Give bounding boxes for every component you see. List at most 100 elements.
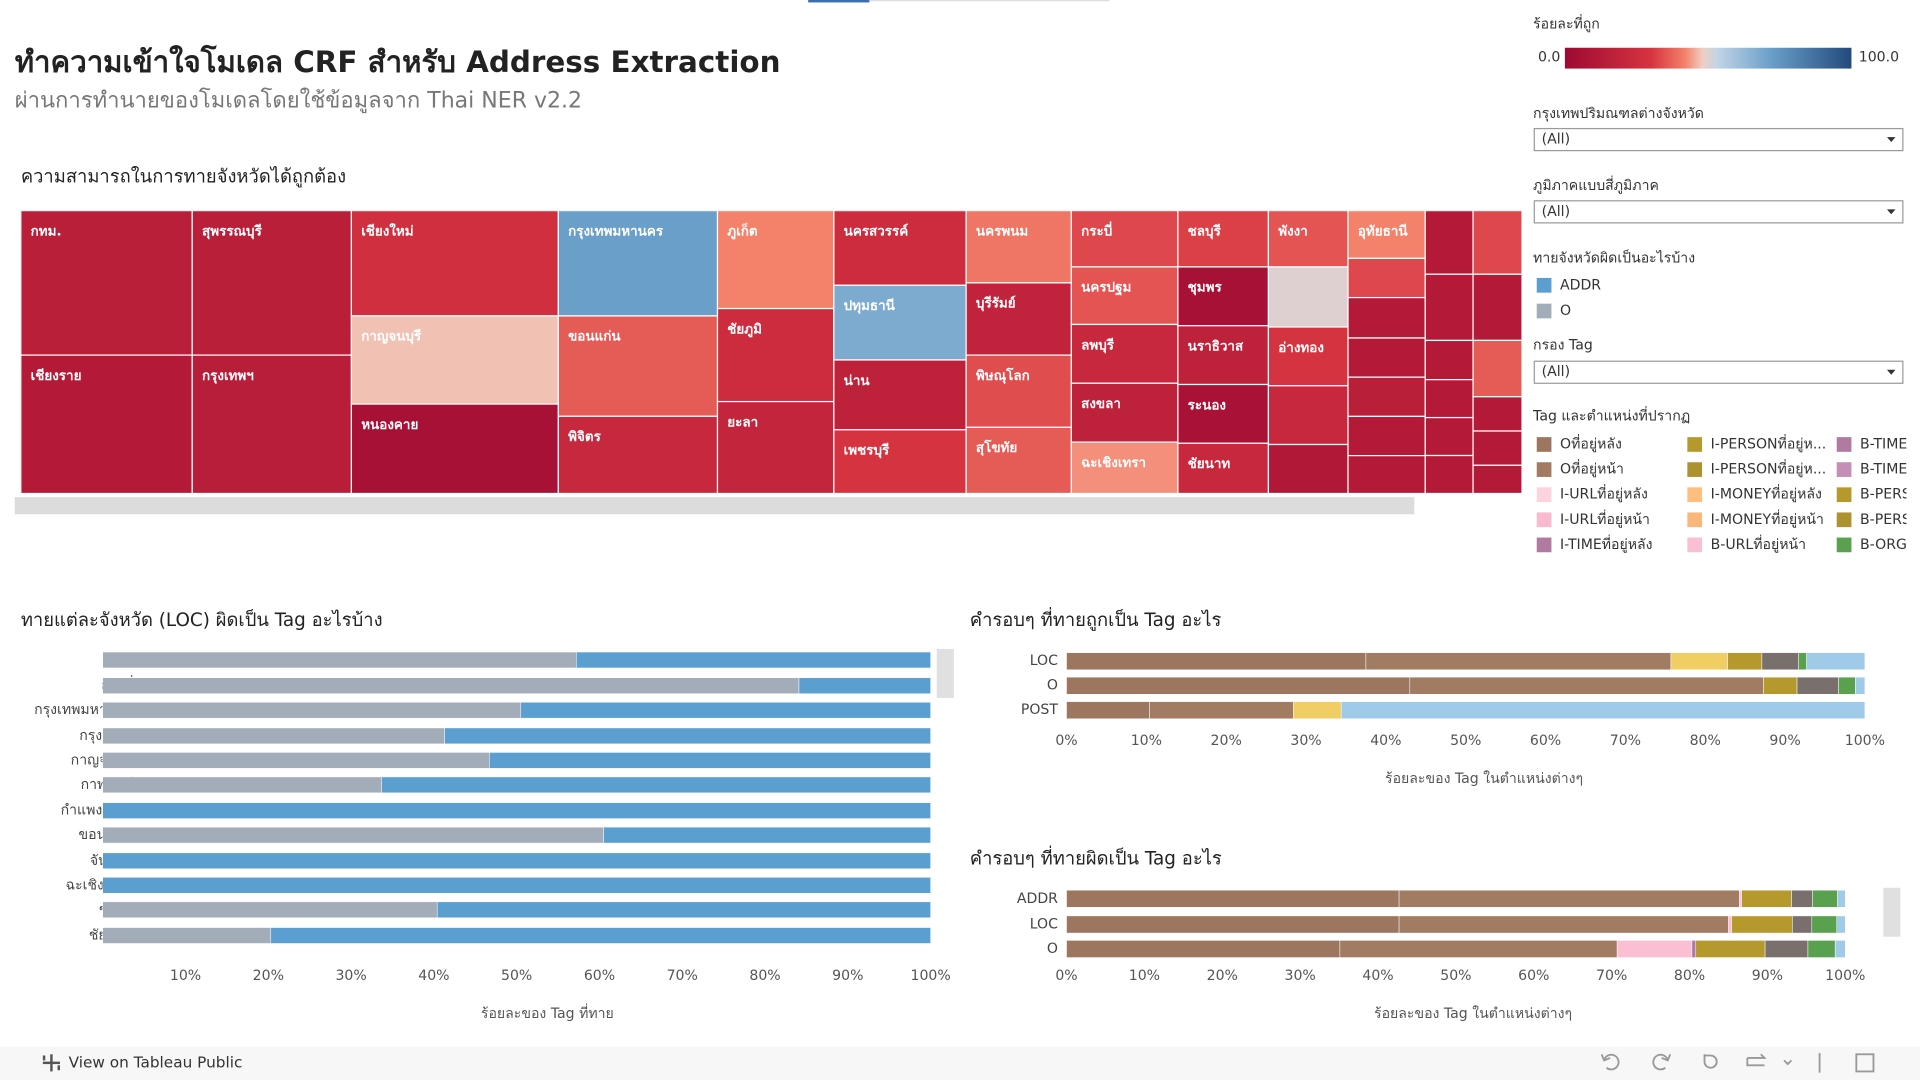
color-legend-bar [1564, 47, 1852, 69]
bar-segment [603, 826, 931, 844]
filter-dropdown[interactable] [1533, 200, 1904, 224]
treemap-label: ขอนแก่น [568, 329, 621, 345]
bar-segment [102, 802, 931, 819]
x-tick-label: 80% [1674, 968, 1705, 984]
legend-label: I-MONEYที่อยู่หลัง [1711, 484, 1822, 503]
x-tick-label: 90% [832, 968, 863, 984]
bar-segment [102, 852, 931, 870]
x-tick-label: 60% [1530, 733, 1561, 749]
x-tick-label: 30% [1285, 968, 1316, 984]
filter-label: ภูมิภาคแบบสี่ภูมิภาค [1533, 175, 1659, 194]
bar-chart: กทม.กระบี่กรุงเทพมหานครกรุงเทพฯกาญจนบุรี… [34, 651, 931, 944]
x-tick-label: 100% [910, 968, 950, 984]
filter-dropdown[interactable] [1533, 127, 1904, 152]
bar-segment [1066, 652, 1367, 671]
treemap-label: อุทัยธานี [1358, 223, 1409, 239]
treemap-label: พิษณุโลก [976, 366, 1030, 384]
bar-chart: ADDR LOC O [1017, 889, 1846, 958]
treemap-cell [1070, 323, 1179, 384]
tab-track [869, 0, 1110, 2]
treemap-cell [1472, 430, 1523, 466]
treemap-cell [1070, 382, 1179, 443]
bar-segment [102, 776, 382, 794]
bar-segment [102, 877, 931, 894]
bar-segment [489, 752, 931, 769]
treemap-cell [1424, 210, 1474, 275]
scrollbar[interactable] [14, 497, 1415, 515]
legend-label: B-PERS [1860, 487, 1911, 503]
treemap-label: ชลบุรี [1188, 223, 1222, 239]
bar-segment [1066, 676, 1411, 695]
bar-segment [1066, 701, 1150, 720]
treemap-label: นราธิวาส [1188, 339, 1244, 355]
bar-segment [102, 826, 604, 844]
treemap: กทม.เชียงรายสุพรรณบุรีกรุงเทพฯเชียงใหม่ก… [20, 210, 1523, 494]
legend-swatch [1536, 537, 1552, 553]
legend-label: Oที่อยู่หลัง [1560, 433, 1622, 452]
treemap-label: น่าน [844, 373, 871, 389]
treemap-label: กาญจนบุรี [361, 329, 422, 345]
x-tick-label: 100% [1825, 968, 1865, 984]
bar-segment [1796, 676, 1839, 695]
bar-segment [1695, 940, 1766, 958]
treemap-label: กทม. [31, 224, 62, 239]
legend-label: I-TIMEที่อยู่หลัง [1560, 534, 1653, 553]
treemap-label: ยะลา [727, 415, 758, 430]
x-axis-title: ร้อยละของ Tag ในตำแหน่งต่างๆ [1374, 1005, 1572, 1022]
treemap-label: ระนอง [1188, 398, 1226, 413]
treemap-label: ภูเก็ต [727, 221, 758, 239]
tableau-link[interactable]: View on Tableau Public [69, 1053, 243, 1071]
bar-segment [1806, 652, 1866, 671]
x-tick-label: 60% [584, 968, 615, 984]
x-tick-label: 40% [1370, 733, 1401, 749]
treemap-cell [1347, 415, 1426, 457]
bar-segment [102, 927, 272, 944]
treemap-title: ความสามารถในการทายจังหวัดได้ถูกต้อง [21, 166, 346, 188]
x-tick-label: 0% [1055, 968, 1077, 984]
bar-segment [1792, 915, 1813, 934]
y-tick-label: O [1047, 941, 1058, 957]
legend-swatch [1536, 277, 1552, 293]
treemap-label: ลพบุรี [1081, 337, 1115, 353]
bar-segment [1066, 889, 1400, 908]
y-tick-label: LOC [1030, 916, 1058, 932]
treemap-cell [350, 315, 559, 405]
bar-segment [1340, 701, 1866, 720]
treemap-cell [833, 210, 967, 286]
legend-swatch [1687, 537, 1703, 553]
bar-segment [1670, 652, 1728, 671]
x-tick-label: 10% [170, 968, 201, 984]
bar-segment [1339, 940, 1618, 958]
treemap-cell [1472, 273, 1523, 342]
legend-swatch [1687, 512, 1703, 528]
dropdown-arrow [1886, 369, 1896, 375]
legend-label: O [1560, 303, 1571, 319]
legend-swatch [1687, 437, 1703, 452]
scrollbar[interactable] [936, 648, 954, 698]
treemap-label: ชุมพร [1188, 281, 1223, 296]
legend-label: I-PERSONที่อยู่ห... [1711, 433, 1827, 452]
filter-value: (All) [1542, 204, 1570, 220]
treemap-cell [1177, 266, 1270, 327]
treemap-cell [1424, 416, 1474, 457]
bar-segment [1812, 889, 1838, 908]
legend-swatch [1687, 462, 1703, 477]
chart-title: คำรอบๆ ที่ทายถูกเป็น Tag อะไร [970, 607, 1222, 631]
y-tick-label: O [1047, 678, 1058, 694]
legend-label: I-URLที่อยู่หน้า [1560, 509, 1650, 528]
treemap-cell [1472, 210, 1523, 275]
x-tick-label: 50% [501, 968, 532, 984]
x-tick-label: 100% [1845, 733, 1885, 749]
bar-segment [381, 776, 931, 794]
chart-title: ทายแต่ละจังหวัด (LOC) ผิดเป็น Tag อะไรบ้… [21, 608, 383, 631]
legend-swatch [1836, 437, 1852, 452]
filter-dropdown[interactable] [1533, 360, 1904, 384]
legend-label: I-MONEYที่อยู่หน้า [1711, 509, 1824, 528]
scrollbar[interactable] [1883, 887, 1901, 937]
legend-label: B-PERS [1860, 512, 1911, 528]
toolbar-icons[interactable] [1600, 1053, 1875, 1073]
bar-segment [102, 727, 445, 745]
treemap-cell [1070, 441, 1179, 494]
treemap-label: เชียงใหม่ [361, 222, 414, 239]
toolbar [0, 1046, 1920, 1080]
